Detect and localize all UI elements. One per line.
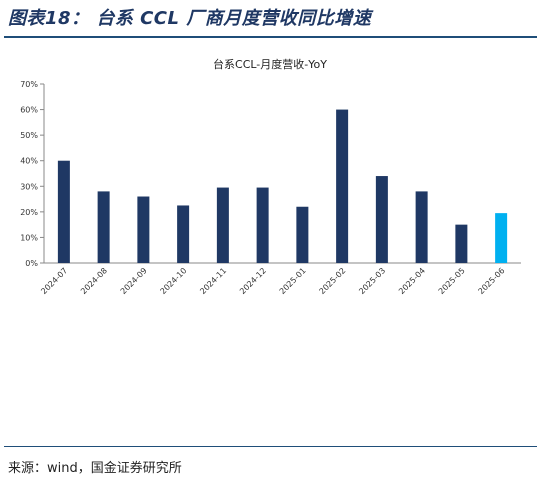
bar-2025-03	[375, 176, 388, 263]
y-tick-label: 0%	[25, 259, 38, 268]
title-rule	[4, 36, 537, 38]
bar-2024-12	[256, 187, 269, 263]
y-tick-label: 10%	[20, 233, 38, 242]
figure-title: 图表18： 台系 CCL 厂商月度营收同比增速	[8, 8, 372, 29]
y-tick-label: 40%	[20, 157, 38, 166]
x-tick-label: 2025-05	[437, 266, 467, 296]
bar-2025-05	[455, 224, 468, 263]
x-tick-label: 2024-07	[39, 266, 69, 296]
source-note: 来源：wind，国金证券研究所	[8, 461, 182, 476]
x-ticks: 2024-07 2024-08 2024-09 2024-10 2024-11 2024-…	[39, 266, 506, 296]
bar-2025-04	[415, 191, 428, 263]
bar-2024-09	[137, 196, 150, 263]
x-tick-label: 2024-12	[238, 266, 268, 296]
y-tick-label: 50%	[20, 131, 38, 140]
x-tick-label: 2025-02	[318, 266, 348, 296]
bar-2025-01	[296, 206, 309, 263]
x-tick-label: 2025-03	[357, 266, 387, 296]
x-tick-label: 2025-04	[397, 266, 427, 296]
bar-2025-02	[336, 109, 349, 263]
y-tick-label: 20%	[20, 208, 38, 217]
bar-2024-11	[216, 187, 229, 263]
y-ticks: 0% 10% 20% 30% 40% 50% 60% 70%	[20, 80, 44, 268]
x-tick-label: 2024-09	[119, 266, 149, 296]
x-tick-label: 2024-10	[159, 266, 189, 296]
x-tick-label: 2025-01	[278, 266, 308, 296]
bar-2024-10	[177, 205, 190, 263]
chart-title: 台系CCL-月度营收-YoY	[213, 57, 327, 71]
y-tick-label: 70%	[20, 80, 38, 89]
bars	[57, 109, 508, 263]
bar-chart: 台系CCL-月度营收-YoY 0% 10% 20% 30% 40% 50% 60% 70% 2…	[20, 57, 521, 296]
y-tick-label: 30%	[20, 182, 38, 191]
y-tick-label: 60%	[20, 106, 38, 115]
bar-2025-06	[495, 213, 508, 263]
bar-2024-08	[97, 191, 110, 263]
footer-rule	[4, 446, 537, 447]
x-tick-label: 2024-11	[198, 266, 228, 296]
x-tick-label: 2024-08	[79, 266, 109, 296]
x-tick-label: 2025-06	[477, 266, 507, 296]
bar-2024-07	[57, 160, 70, 263]
